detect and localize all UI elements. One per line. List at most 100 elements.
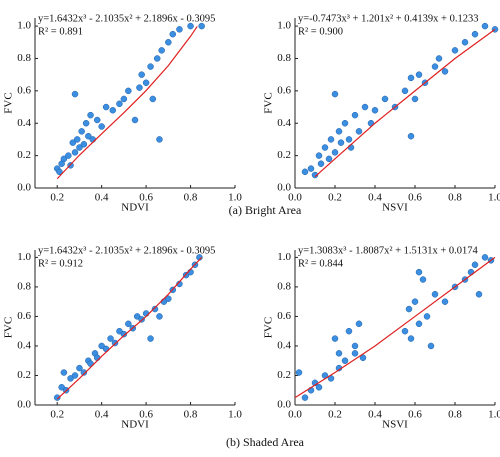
point [169,30,177,38]
point [351,111,359,119]
y-tick-label: 0.2 [17,369,31,381]
point [85,132,92,140]
fit-line [314,28,496,178]
y-tick-label: 0.2 [277,149,291,161]
point [481,22,489,30]
point [481,254,489,261]
x-tick-label: 0.2 [50,409,64,421]
point [156,136,163,143]
point [461,39,469,46]
x-axis-label: NSVI [382,419,408,431]
point [441,68,449,75]
fit-line [294,256,496,399]
equation: y=1.3083x³ - 1.8087x² + 1.5131x + 0.0174 [298,245,479,256]
y-tick-label: 0.6 [17,310,31,322]
y-tick-label: 0.0 [277,182,291,194]
equation: y=1.6432x³ - 2.1035x² + 2.1896x - 0.3095 [38,13,215,24]
point [341,119,349,127]
x-tick-label: 0.8 [184,409,198,421]
x-tick-label: 0.2 [328,192,342,204]
r-squared: R² = 0.900 [298,26,343,37]
point [125,320,132,328]
point [102,103,110,111]
point [407,74,415,82]
y-tick-label: 1.0 [17,251,31,263]
y-tick-label: 0.0 [277,399,291,411]
point [60,155,68,163]
point [76,364,83,372]
point [73,136,81,143]
point [407,335,415,342]
y-tick-label: 0.6 [277,84,291,96]
y-axis-label: FVC [263,92,275,113]
r-squared: R² = 0.891 [38,26,83,37]
y-tick-label: 1.0 [277,20,291,32]
y-axis-label: FVC [3,92,15,113]
point [153,55,161,62]
point [315,384,323,391]
point [427,342,435,350]
point [415,268,423,276]
point [419,276,427,283]
point [165,295,172,302]
point [327,136,335,143]
point [80,369,88,376]
point [401,327,409,335]
point [401,87,409,95]
point [435,55,443,62]
point [301,394,309,401]
caption: (a) Bright Area [229,203,302,217]
point [335,128,343,135]
point [138,71,145,78]
point [80,141,88,148]
x-tick-label: 0.6 [139,409,153,421]
point [335,350,343,357]
point [71,149,79,156]
x-axis-label: NDVI [121,419,149,431]
point [431,63,439,70]
point [311,171,319,179]
point [107,335,114,342]
point [78,128,85,135]
point [116,327,123,335]
point [315,152,323,159]
point [158,47,165,54]
y-tick-label: 0.8 [17,280,31,292]
y-tick-label: 1.0 [17,20,31,32]
point [56,168,63,176]
point [109,107,117,114]
y-tick-label: 0.2 [17,149,31,161]
point [351,350,359,357]
point [415,320,423,328]
point [331,335,339,342]
point [371,107,379,114]
point [133,313,141,320]
y-tick-label: 0.0 [17,182,31,194]
point [116,100,123,108]
point [405,305,413,313]
point [355,320,363,328]
r-squared: R² = 0.844 [298,258,344,269]
x-tick-label: 0.4 [368,409,382,421]
y-tick-label: 0.2 [277,369,291,381]
point [423,313,431,320]
point [331,90,339,98]
point [431,291,439,298]
y-tick-label: 0.6 [17,84,31,96]
x-tick-label: 0.2 [328,409,342,421]
point [142,79,150,87]
point [136,84,143,91]
equation: y=1.6432x³ - 2.1035x² + 2.1896x - 0.3095 [38,245,215,256]
point [471,30,479,38]
y-tick-label: 0.8 [17,52,31,64]
point [321,144,329,151]
y-tick-label: 0.4 [277,339,291,351]
point [93,116,101,124]
point [176,26,183,33]
point [69,139,77,146]
x-tick-label: 0.8 [448,409,462,421]
point [149,95,157,103]
x-tick-label: 0.8 [448,192,462,204]
x-tick-label: 1.0 [228,409,242,421]
